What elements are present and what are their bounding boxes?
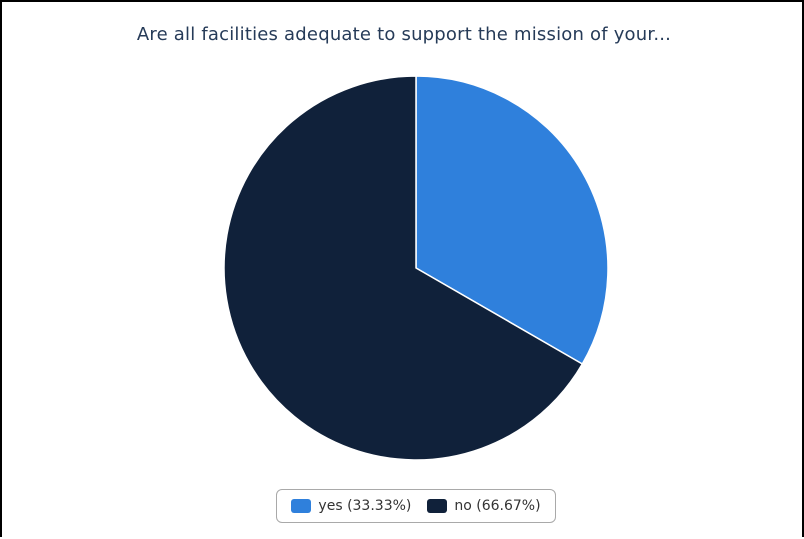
pie-slice-no[interactable] bbox=[223, 75, 584, 461]
pie-slice-yes[interactable] bbox=[415, 75, 609, 365]
legend: yes (33.33%) no (66.67%) bbox=[276, 489, 556, 523]
legend-swatch-no bbox=[427, 499, 448, 513]
legend-swatch-yes bbox=[291, 499, 312, 513]
legend-item-no[interactable]: no (66.67%) bbox=[427, 498, 541, 514]
legend-label-no: no (66.67%) bbox=[454, 498, 541, 514]
chart-title: Are all facilities adequate to support t… bbox=[136, 24, 672, 45]
legend-label-yes: yes (33.33%) bbox=[318, 498, 412, 514]
legend-item-yes[interactable]: yes (33.33%) bbox=[291, 498, 411, 514]
